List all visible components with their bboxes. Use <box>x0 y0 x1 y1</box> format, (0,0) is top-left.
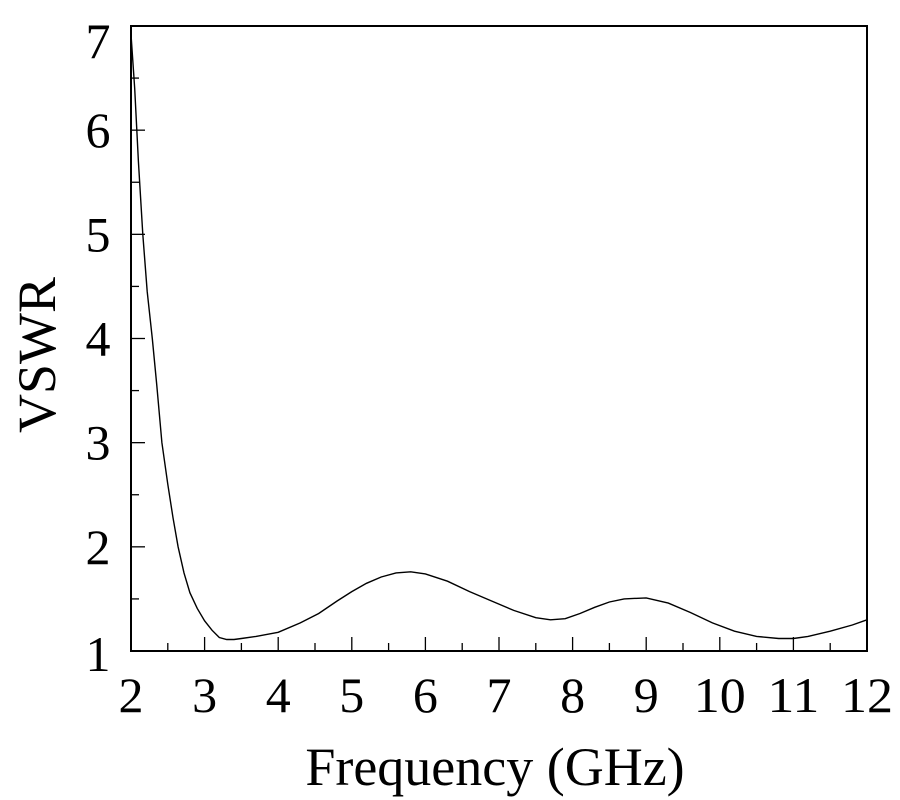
x-axis-tick-labels: 2 3 4 5 6 7 8 9 10 11 12 <box>119 667 894 723</box>
x-tick-label: 3 <box>192 667 217 723</box>
plot-area <box>130 25 868 652</box>
y-tick-label: 3 <box>86 415 111 471</box>
y-axis-tick-labels: 1 2 3 4 5 6 7 <box>86 13 111 682</box>
y-axis-title: VSWR <box>7 277 67 433</box>
y-axis-ticks <box>131 25 145 652</box>
y-tick-label: 4 <box>86 311 111 367</box>
x-tick-label: 9 <box>634 667 659 723</box>
x-tick-label: 10 <box>694 667 746 723</box>
vswr-curve <box>130 34 868 641</box>
x-axis-title: Frequency (GHz) <box>305 737 684 797</box>
x-tick-label: 2 <box>119 667 144 723</box>
y-tick-label: 2 <box>86 519 111 575</box>
x-axis-ticks <box>130 637 868 651</box>
y-tick-label: 5 <box>86 206 111 262</box>
y-tick-label: 1 <box>86 626 111 682</box>
y-tick-label: 7 <box>86 13 111 69</box>
x-tick-label: 7 <box>487 667 512 723</box>
x-tick-label: 6 <box>413 667 438 723</box>
x-tick-label: 5 <box>339 667 364 723</box>
y-tick-label: 6 <box>86 102 111 158</box>
x-tick-label: 8 <box>560 667 585 723</box>
x-tick-label: 12 <box>841 667 893 723</box>
x-tick-label: 11 <box>767 667 819 723</box>
x-tick-label: 4 <box>266 667 291 723</box>
plot-frame <box>130 25 868 652</box>
